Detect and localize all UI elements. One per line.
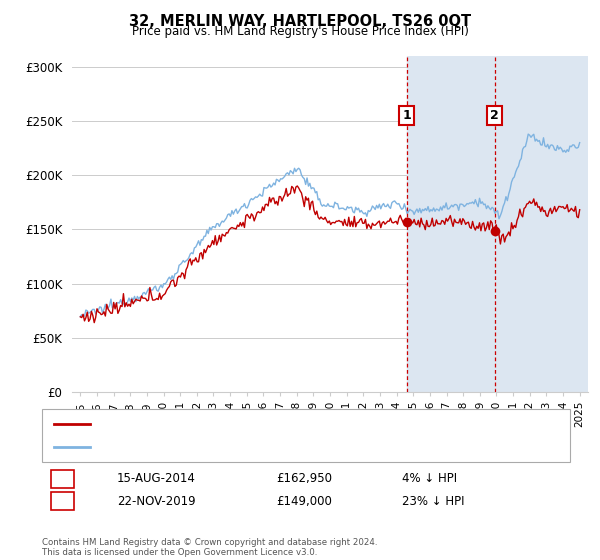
- Text: Price paid vs. HM Land Registry's House Price Index (HPI): Price paid vs. HM Land Registry's House …: [131, 25, 469, 38]
- Text: Contains HM Land Registry data © Crown copyright and database right 2024.
This d: Contains HM Land Registry data © Crown c…: [42, 538, 377, 557]
- Text: 1: 1: [403, 109, 411, 122]
- Text: 32, MERLIN WAY, HARTLEPOOL, TS26 0QT (detached house): 32, MERLIN WAY, HARTLEPOOL, TS26 0QT (de…: [96, 419, 424, 429]
- Text: 23% ↓ HPI: 23% ↓ HPI: [402, 494, 464, 508]
- Text: £162,950: £162,950: [276, 472, 332, 486]
- Text: 15-AUG-2014: 15-AUG-2014: [117, 472, 196, 486]
- Text: 32, MERLIN WAY, HARTLEPOOL, TS26 0QT: 32, MERLIN WAY, HARTLEPOOL, TS26 0QT: [129, 14, 471, 29]
- Text: 4% ↓ HPI: 4% ↓ HPI: [402, 472, 457, 486]
- Text: HPI: Average price, detached house, Hartlepool: HPI: Average price, detached house, Hart…: [96, 442, 355, 452]
- Text: 22-NOV-2019: 22-NOV-2019: [117, 494, 196, 508]
- Text: 1: 1: [58, 472, 67, 486]
- Text: 2: 2: [490, 109, 499, 122]
- Bar: [407, 56, 588, 392]
- Text: 2: 2: [58, 494, 67, 508]
- Text: £149,000: £149,000: [276, 494, 332, 508]
